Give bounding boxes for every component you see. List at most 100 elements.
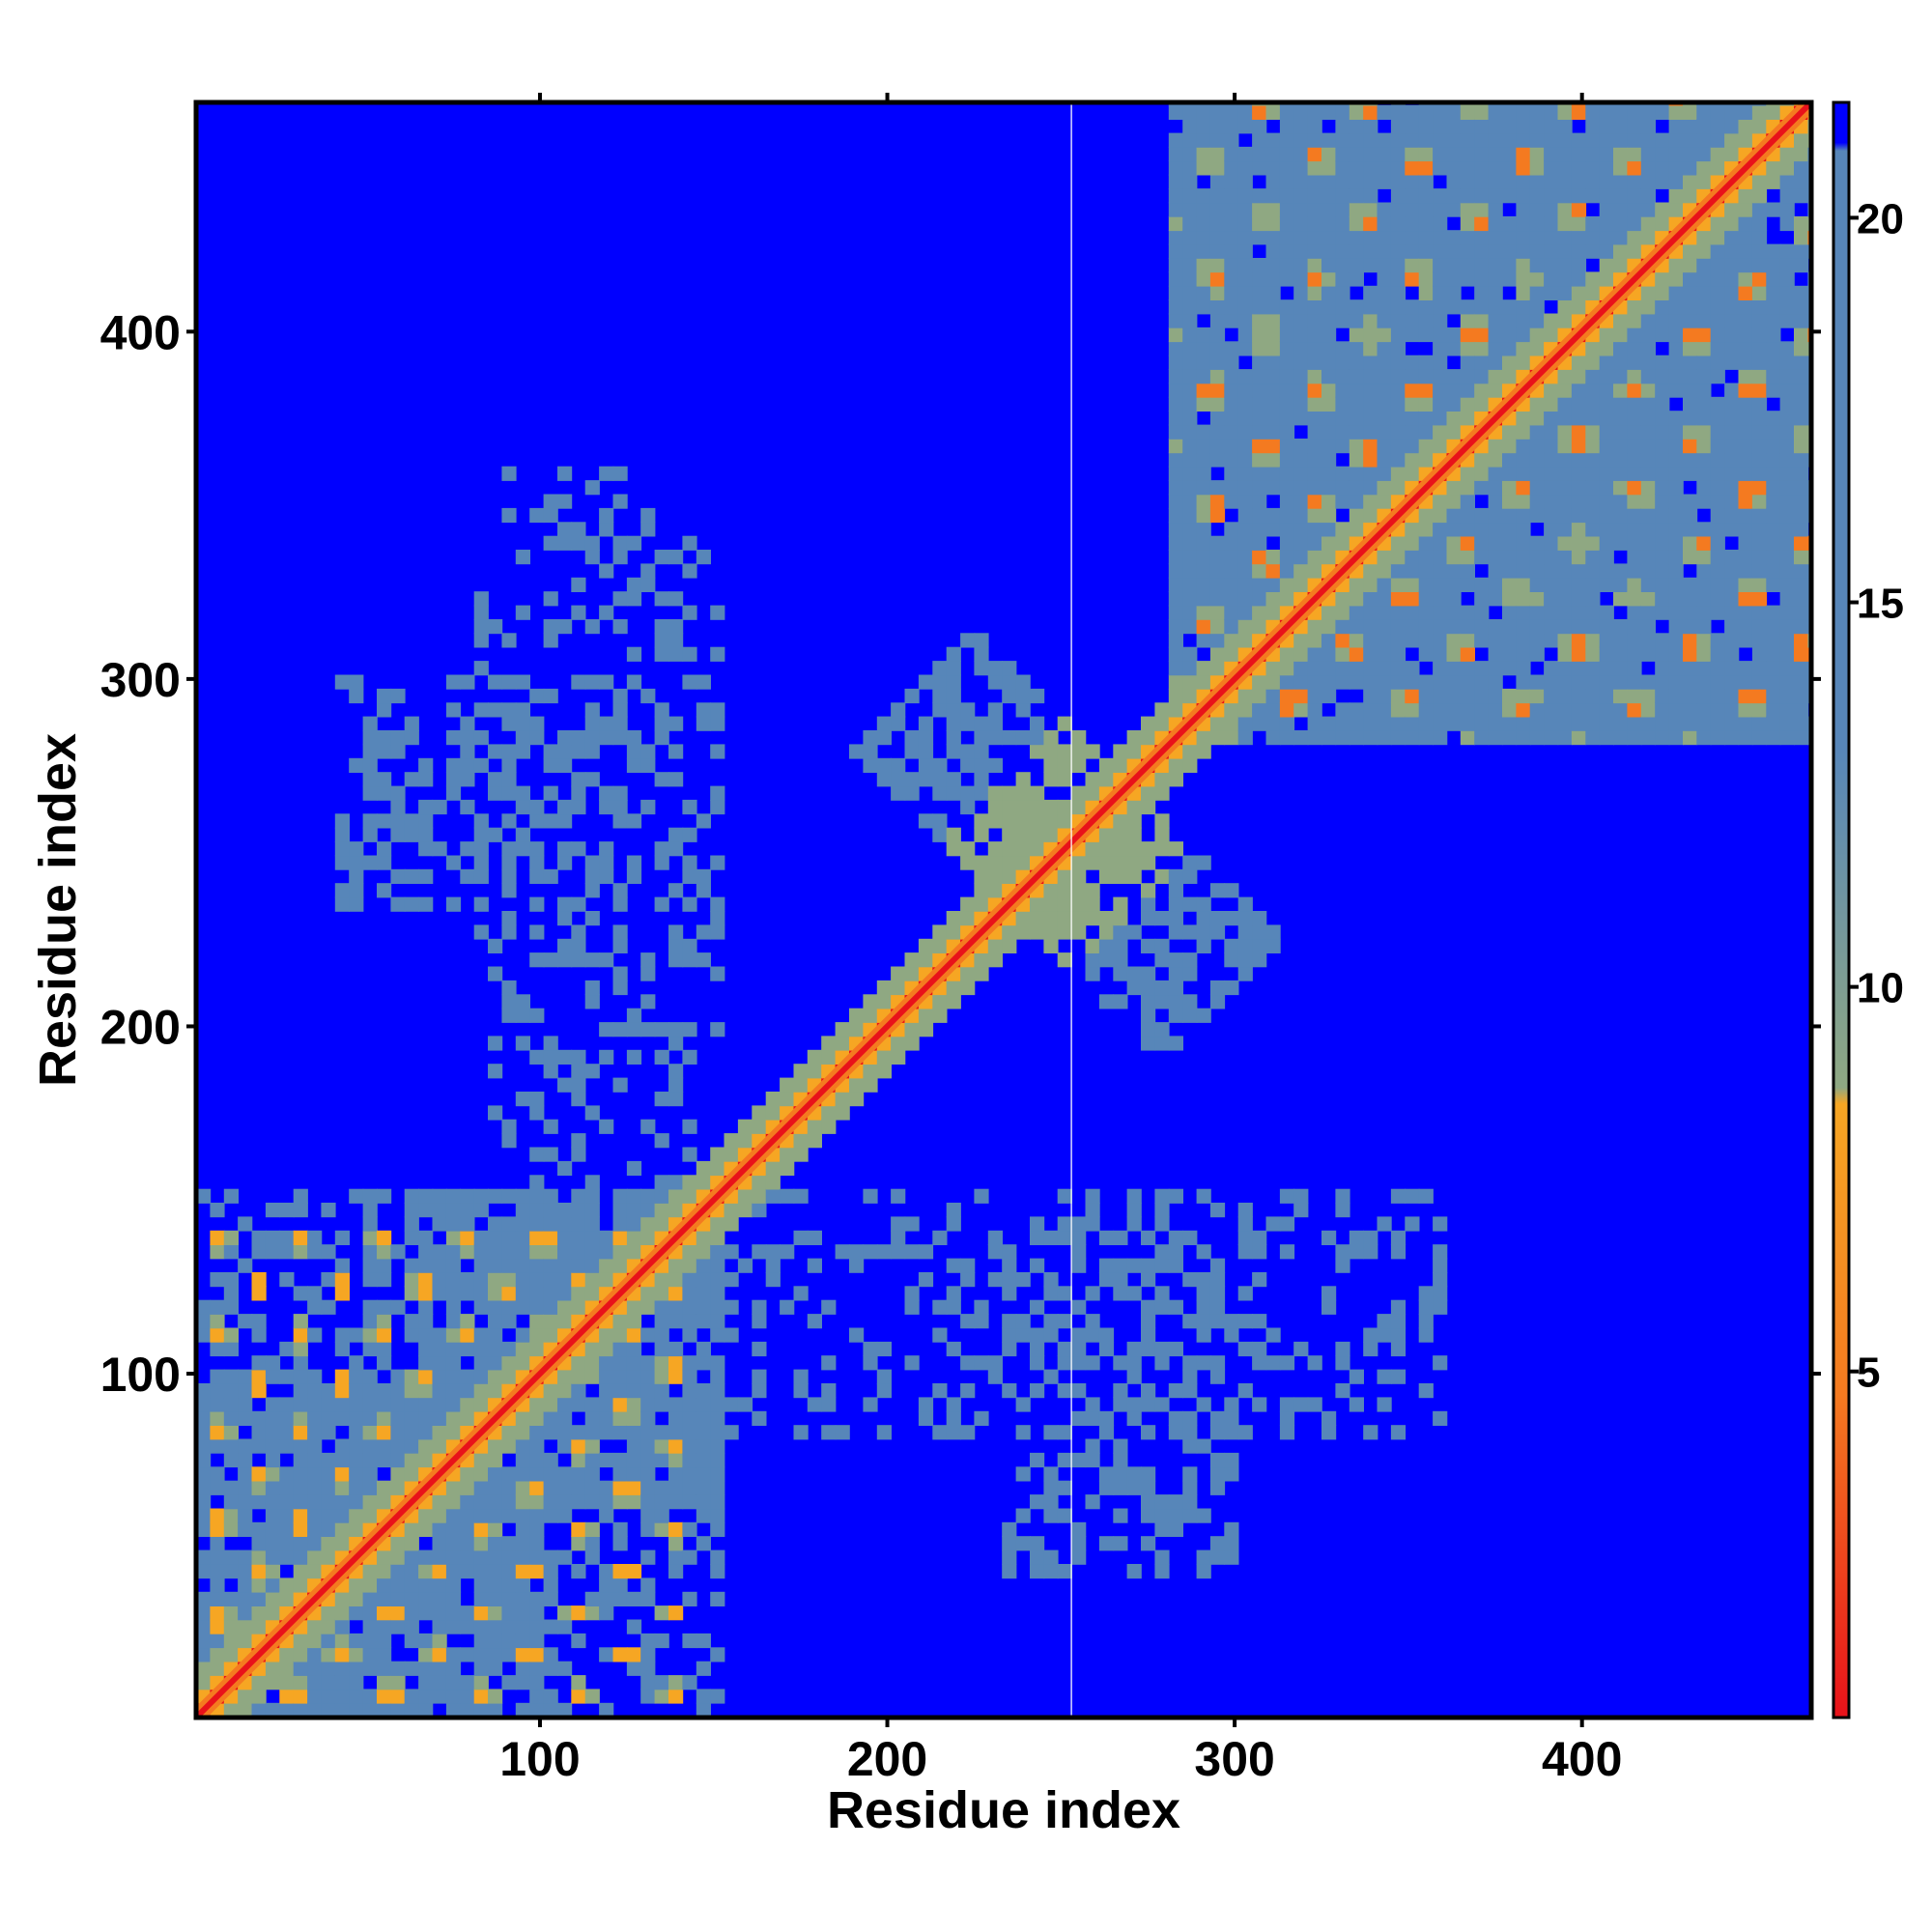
heatmap-cell xyxy=(1307,174,1322,189)
heatmap-cell xyxy=(265,1702,281,1718)
heatmap-cell xyxy=(1544,243,1559,259)
heatmap-cell xyxy=(1446,188,1462,204)
heatmap-cell xyxy=(1488,439,1503,454)
heatmap-cell xyxy=(307,1452,323,1468)
heatmap-cell xyxy=(1196,369,1211,384)
heatmap-cell xyxy=(1779,243,1795,259)
heatmap-cell xyxy=(1640,369,1656,384)
heatmap-cell xyxy=(1599,494,1614,509)
heatmap-cell xyxy=(1126,1564,1142,1579)
heatmap-cell xyxy=(987,1244,1003,1260)
heatmap-cell xyxy=(1209,730,1226,746)
heatmap-cell xyxy=(460,1272,475,1288)
heatmap-cell xyxy=(293,1369,308,1384)
heatmap-cell xyxy=(460,730,475,746)
heatmap-cell xyxy=(1446,396,1462,412)
heatmap-cell xyxy=(1627,104,1642,120)
heatmap-cell xyxy=(1265,341,1281,356)
heatmap-cell xyxy=(473,1355,489,1371)
heatmap-cell xyxy=(1433,160,1448,176)
heatmap-cell xyxy=(571,1452,586,1468)
heatmap-cell xyxy=(1488,327,1503,343)
heatmap-cell xyxy=(1488,243,1503,259)
heatmap-cell xyxy=(279,1410,295,1426)
heatmap-cell xyxy=(1738,299,1753,315)
heatmap-cell xyxy=(1529,480,1545,496)
heatmap-cell xyxy=(307,1633,323,1649)
heatmap-cell xyxy=(1460,730,1475,746)
heatmap-cell xyxy=(418,1314,434,1329)
heatmap-cell xyxy=(1738,439,1753,454)
heatmap-cell xyxy=(362,1216,378,1232)
heatmap-cell xyxy=(1460,188,1475,204)
heatmap-cell xyxy=(1085,966,1100,981)
heatmap-cell xyxy=(654,1314,669,1329)
heatmap-cell xyxy=(1627,369,1642,384)
heatmap-cell xyxy=(1696,535,1712,551)
heatmap-cell xyxy=(1405,563,1420,579)
heatmap-cell xyxy=(1751,702,1768,718)
heatmap-cell xyxy=(584,702,600,718)
heatmap-cell xyxy=(460,674,475,690)
heatmap-cell xyxy=(1433,633,1448,648)
heatmap-cell xyxy=(210,1564,225,1579)
heatmap-cell xyxy=(210,1327,225,1343)
heatmap-cell xyxy=(1779,535,1795,551)
heatmap-cell xyxy=(377,1188,392,1204)
heatmap-cell xyxy=(1557,313,1573,328)
heatmap-cell xyxy=(1321,188,1337,204)
heatmap-cell xyxy=(696,674,711,690)
heatmap-cell xyxy=(1710,285,1725,300)
heatmap-cell xyxy=(1141,799,1156,815)
heatmap-cell xyxy=(1488,299,1503,315)
heatmap-cell xyxy=(1724,215,1740,232)
heatmap-cell xyxy=(1390,188,1406,204)
heatmap-cell xyxy=(1668,313,1684,328)
heatmap-cell xyxy=(1321,1230,1337,1245)
heatmap-cell xyxy=(974,757,989,773)
heatmap-cell xyxy=(668,772,684,787)
heatmap-cell xyxy=(1724,577,1740,592)
heatmap-cell xyxy=(1640,396,1656,412)
heatmap-cell xyxy=(1474,132,1490,148)
heatmap-cell xyxy=(557,744,573,759)
heatmap-cell xyxy=(1460,313,1475,328)
heatmap-cell xyxy=(1182,1383,1198,1399)
heatmap-cell xyxy=(1418,243,1434,259)
heatmap-cell xyxy=(1613,507,1629,524)
heatmap-cell xyxy=(265,1369,281,1384)
heatmap-cell xyxy=(1349,1369,1364,1384)
heatmap-cell xyxy=(1418,619,1434,635)
heatmap-cell xyxy=(1224,355,1239,370)
heatmap-cell xyxy=(599,1119,614,1134)
heatmap-cell xyxy=(1779,688,1795,704)
heatmap-cell xyxy=(1557,299,1573,315)
heatmap-cell xyxy=(1655,174,1670,189)
heatmap-cell xyxy=(1293,535,1309,551)
heatmap-cell xyxy=(279,1591,295,1606)
heatmap-cell xyxy=(1224,716,1239,731)
heatmap-cell xyxy=(1766,313,1781,328)
heatmap-cell xyxy=(946,1203,961,1218)
heatmap-cell xyxy=(1683,396,1698,412)
heatmap-cell xyxy=(1794,215,1809,232)
heatmap-cell xyxy=(1209,243,1226,259)
heatmap-cell xyxy=(1098,994,1115,1009)
heatmap-cell xyxy=(1237,716,1253,731)
heatmap-cell xyxy=(1627,174,1642,189)
heatmap-cell xyxy=(571,1188,586,1204)
heatmap-cell xyxy=(1168,1036,1183,1051)
heatmap-cell xyxy=(1224,230,1239,245)
heatmap-cell xyxy=(1474,174,1490,189)
heatmap-cell xyxy=(1766,674,1781,690)
heatmap-cell xyxy=(1265,1355,1281,1371)
heatmap-cell xyxy=(279,1480,295,1495)
heatmap-cell xyxy=(1474,507,1490,524)
heatmap-cell xyxy=(1502,369,1518,384)
heatmap-cell xyxy=(849,744,865,759)
heatmap-cell xyxy=(1293,327,1309,343)
heatmap-cell xyxy=(543,868,558,884)
heatmap-cell xyxy=(1335,633,1350,648)
heatmap-cell xyxy=(1293,369,1309,384)
heatmap-cell xyxy=(1196,1008,1211,1023)
